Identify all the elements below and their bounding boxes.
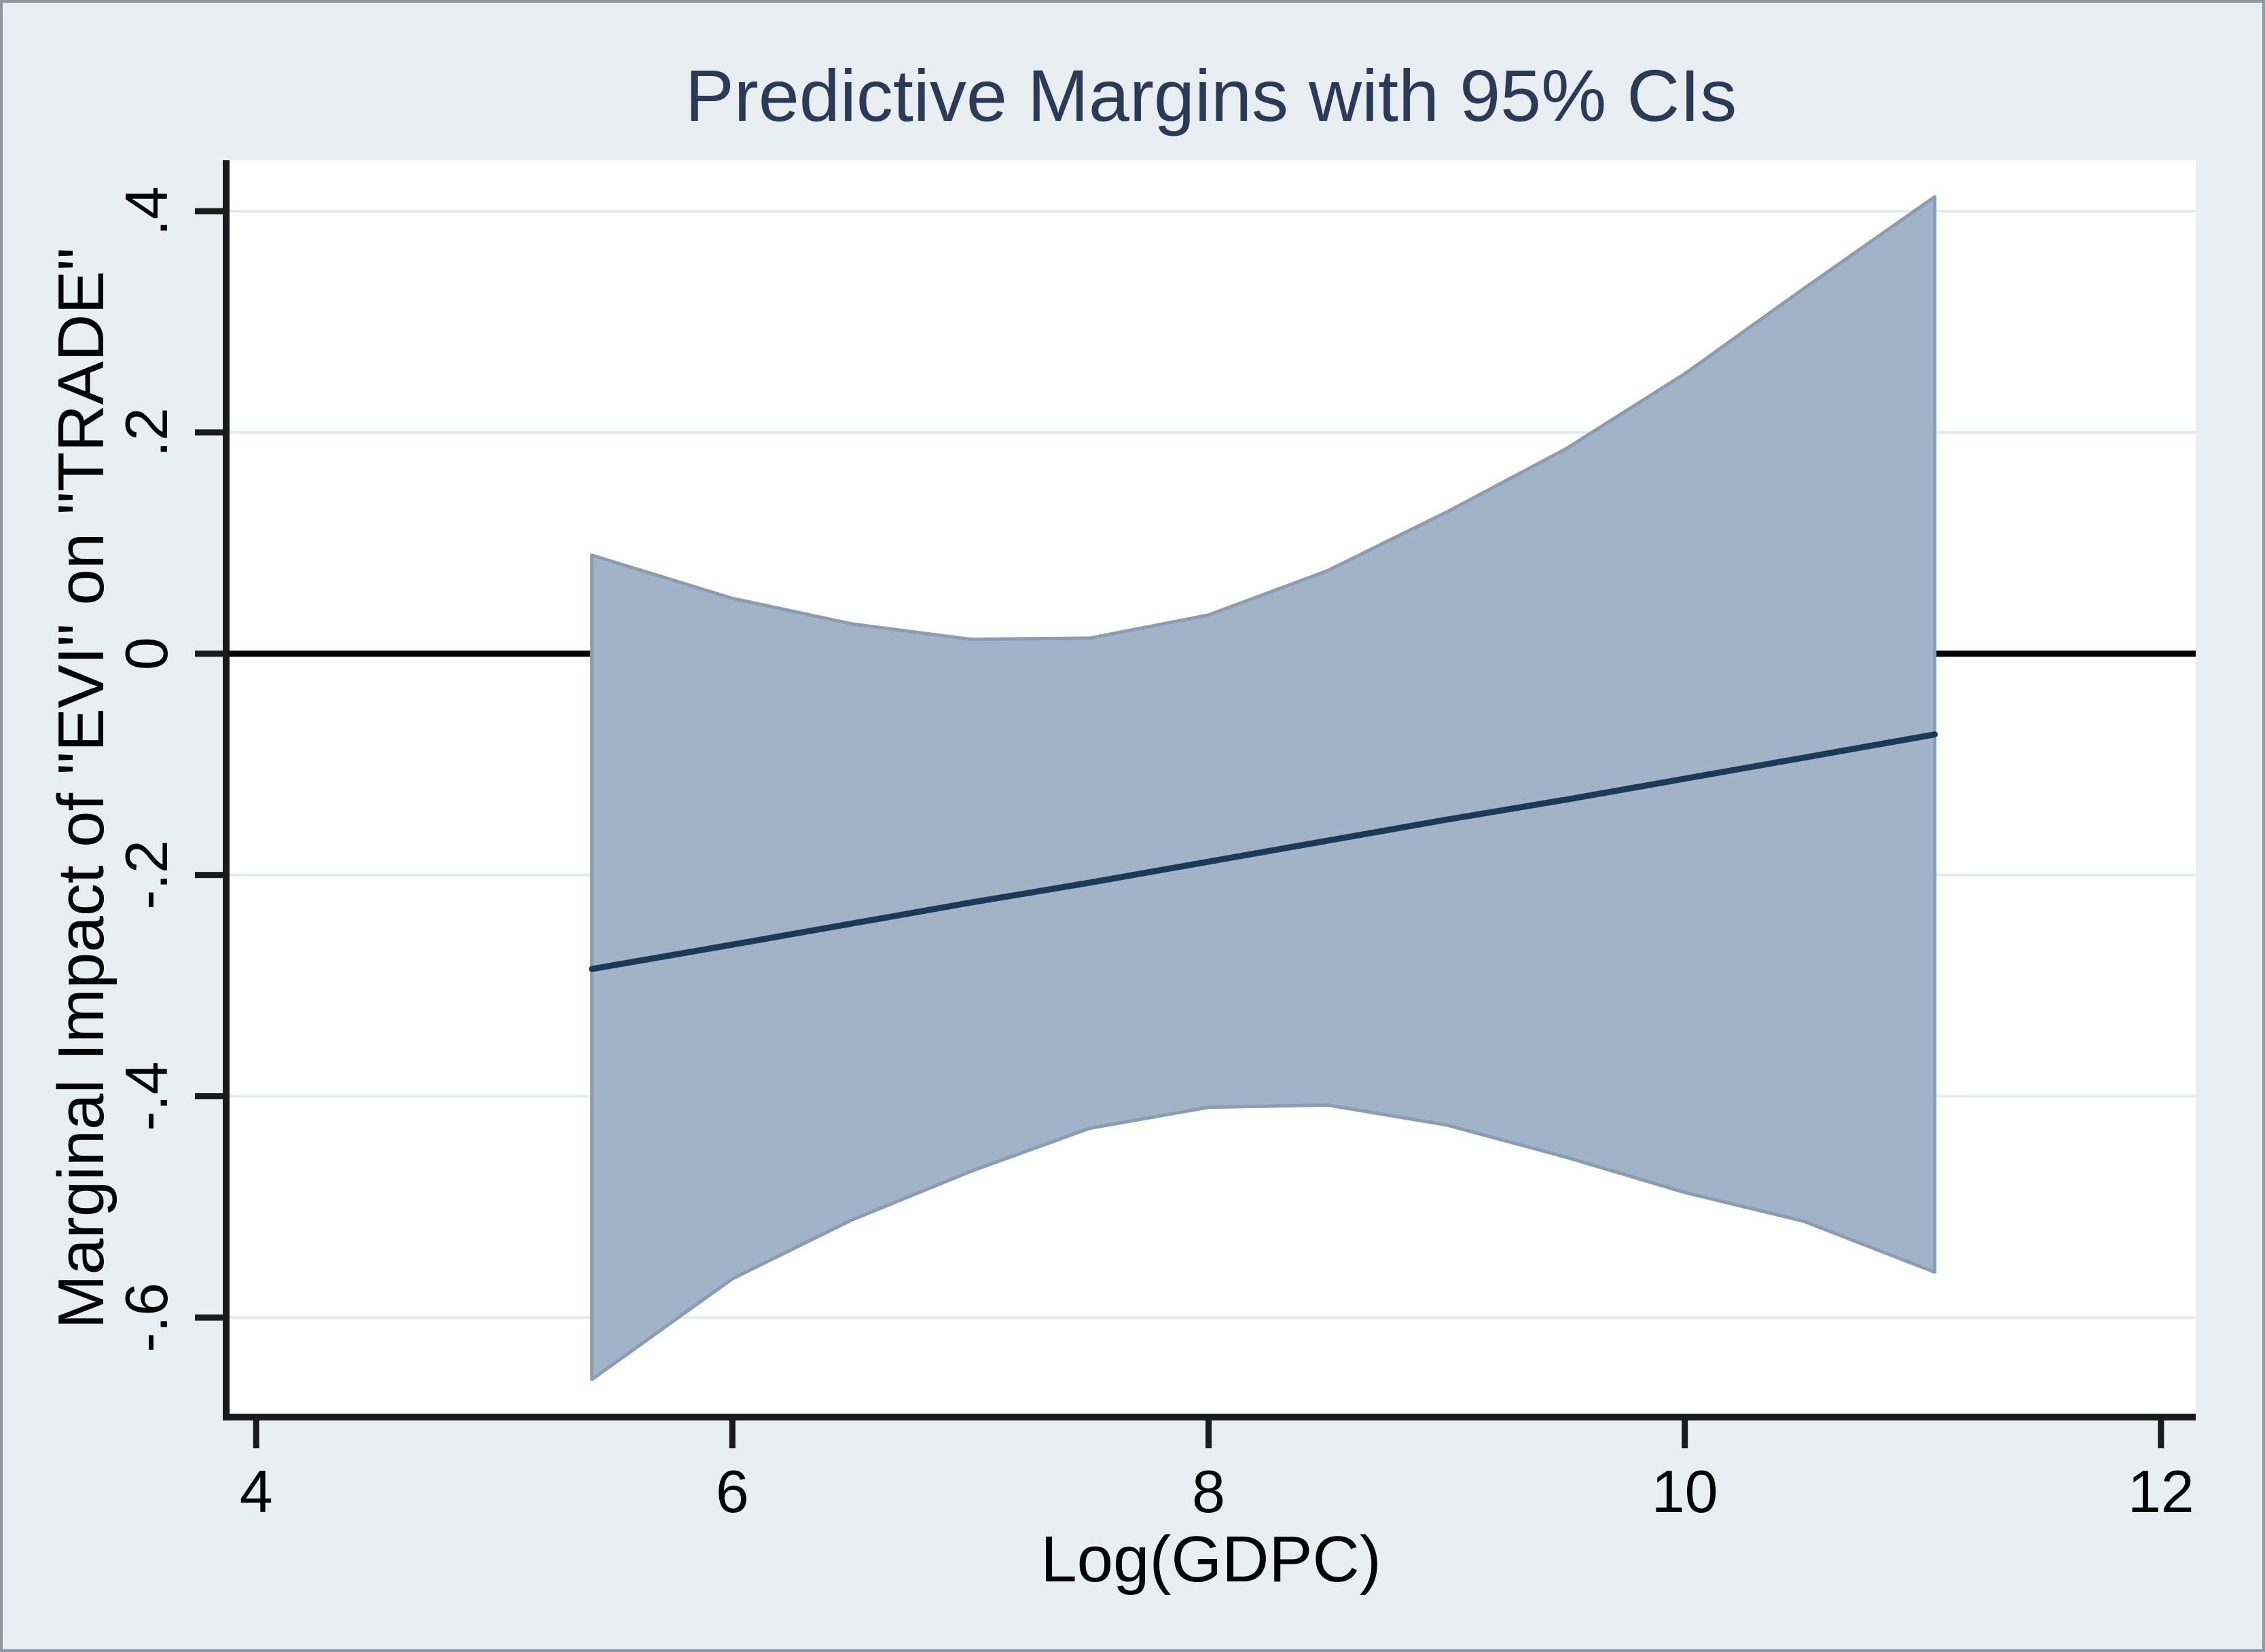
x-tick-label: 8 <box>1192 1458 1225 1525</box>
x-axis-label: Log(GDPC) <box>1040 1523 1381 1596</box>
x-tick-label: 4 <box>240 1458 273 1525</box>
predictive-margins-chart: .4 .2 0 -.2 -.4 -.6 4 6 8 10 12 Predictive Margins… <box>45 54 2196 1596</box>
y-axis-label: Marginal Impact of "EVI" on "TRADE" <box>45 248 117 1329</box>
chart-title: Predictive Margins with 95% CIs <box>685 54 1737 136</box>
y-tick-label: -.2 <box>113 840 180 910</box>
y-tick-label: -.4 <box>113 1061 180 1131</box>
y-tick-label: 0 <box>113 637 180 670</box>
x-tick-label: 6 <box>716 1458 749 1525</box>
confidence-band-layer <box>590 195 1937 1382</box>
ticks-layer: .4 .2 0 -.2 -.4 -.6 4 6 8 10 12 <box>113 186 2194 1525</box>
margin-line-layer <box>588 731 1938 972</box>
y-tick-label: -.6 <box>113 1283 180 1353</box>
y-tick-label: .4 <box>113 186 180 236</box>
x-tick-label: 10 <box>1652 1458 1718 1525</box>
margin-line <box>588 731 1938 972</box>
y-tick-label: .2 <box>113 407 180 457</box>
confidence-band <box>590 195 1937 1382</box>
x-tick-label: 12 <box>2128 1458 2194 1525</box>
